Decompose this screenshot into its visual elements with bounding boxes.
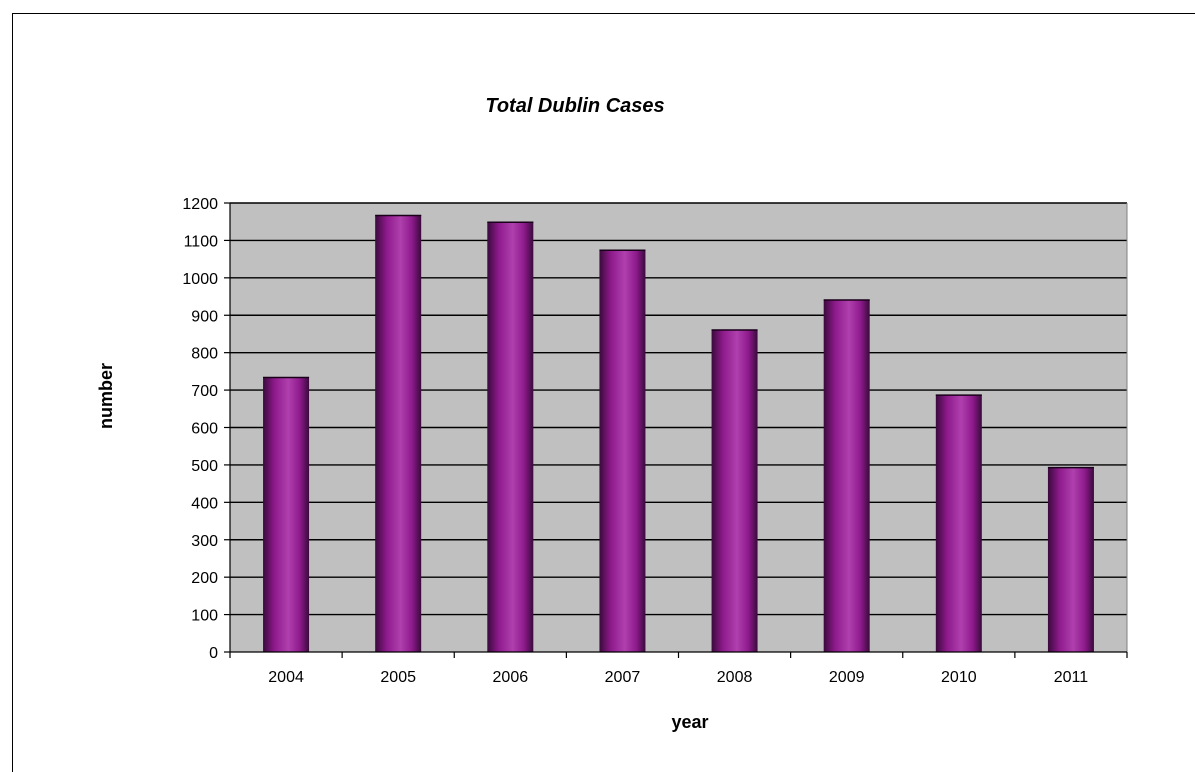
y-tick-label: 1100 [184, 233, 219, 250]
y-tick-label: 1200 [182, 196, 218, 213]
y-tick-label: 700 [191, 383, 218, 400]
x-tick-label-2006: 2006 [493, 669, 529, 686]
bar-2010 [935, 394, 982, 652]
x-tick-label-2004: 2004 [268, 669, 304, 686]
x-tick-label-2007: 2007 [605, 669, 641, 686]
y-tick-label: 0 [209, 645, 218, 662]
y-tick-label: 800 [191, 346, 218, 363]
y-tick-label: 1000 [182, 271, 218, 288]
x-axis-title: year [671, 712, 708, 732]
y-tick-label: 400 [191, 495, 218, 512]
x-tick-label-2009: 2009 [829, 669, 865, 686]
y-axis-title: number [96, 363, 116, 429]
y-tick-label: 500 [191, 458, 218, 475]
x-tick-label-2005: 2005 [380, 669, 416, 686]
x-tick-label-2008: 2008 [717, 669, 753, 686]
bar-2011 [1047, 467, 1094, 652]
bars [263, 214, 1094, 653]
axes [224, 202, 1128, 658]
bar-2006 [487, 221, 534, 653]
bar-2004 [263, 376, 310, 652]
x-tick-label-2011: 2011 [1054, 669, 1089, 686]
y-tick-labels: 0 100 200 300 400 500 600 700 800 900 1000 1100 1200 [182, 196, 218, 662]
y-tick-label: 900 [191, 308, 218, 325]
y-tick-label: 300 [191, 533, 218, 550]
x-tick-labels: 2004 2005 2006 2007 2008 2009 2010 2011 [268, 669, 1088, 686]
y-tick-label: 200 [191, 570, 218, 587]
chart-title: Total Dublin Cases [485, 95, 664, 117]
bar-2007 [599, 249, 646, 653]
bar-2009 [823, 299, 870, 652]
bar-2008 [711, 329, 758, 652]
y-tick-label: 600 [191, 421, 218, 438]
y-tick-label: 100 [191, 608, 218, 625]
x-tick-label-2010: 2010 [941, 669, 977, 686]
bar-2005 [375, 214, 422, 652]
